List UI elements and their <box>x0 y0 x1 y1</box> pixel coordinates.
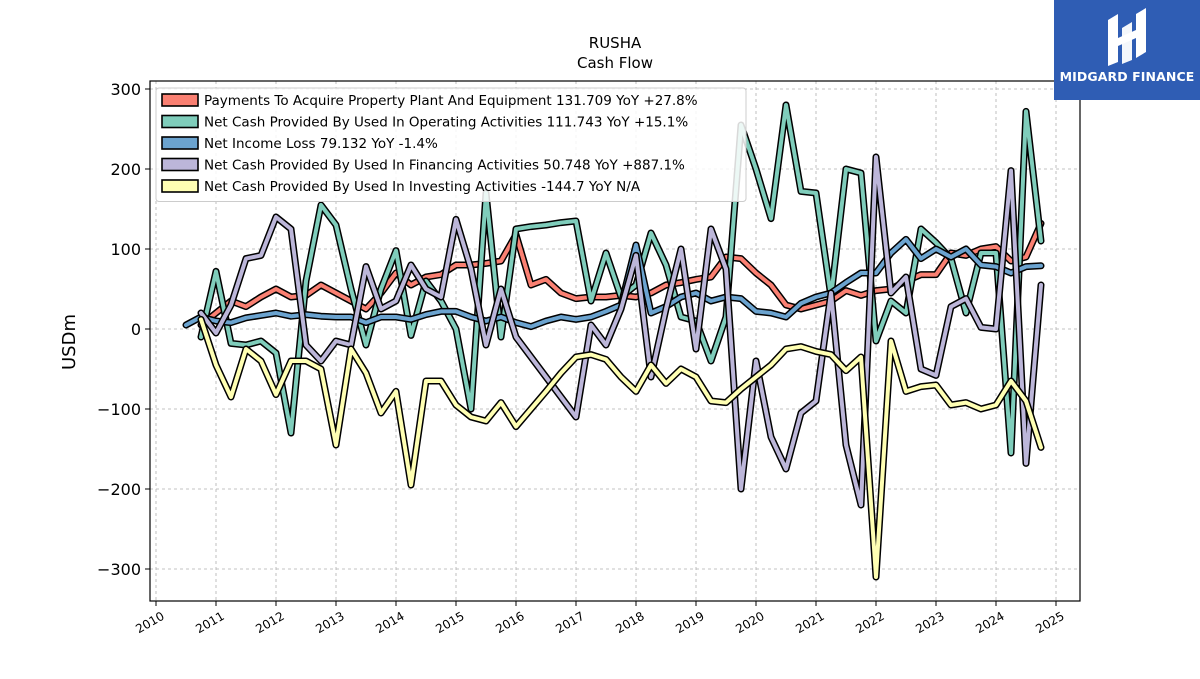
legend-swatch-1 <box>161 114 199 129</box>
y-tick-label: −100 <box>97 400 141 419</box>
legend-swatch-3 <box>161 157 199 172</box>
y-tick-label: 300 <box>110 80 141 99</box>
y-tick-label: −300 <box>97 560 141 579</box>
brand-logo: MIDGARD FINANCE <box>1054 0 1200 100</box>
legend-label-4: Net Cash Provided By Used In Investing A… <box>204 179 641 195</box>
series-line-2 <box>184 237 1043 329</box>
y-tick-label: 0 <box>131 320 141 339</box>
legend: Payments To Acquire Property Plant And E… <box>155 87 747 202</box>
chart-title: RUSHA <box>589 34 642 52</box>
y-axis-label: USDm <box>59 314 80 370</box>
legend-swatch-0 <box>161 93 199 107</box>
legend-label-0: Payments To Acquire Property Plant And E… <box>204 93 698 109</box>
brand-name: MIDGARD FINANCE <box>1059 69 1195 84</box>
series-line-3 <box>199 155 1043 507</box>
legend-label-2: Net Income Loss 79.132 YoY -1.4% <box>204 136 438 152</box>
series-lines <box>182 101 1045 581</box>
plot-frame <box>149 80 1081 602</box>
y-tick-label: 200 <box>110 160 141 179</box>
y-tick-label: 100 <box>110 240 141 259</box>
chart-subtitle: Cash Flow <box>577 54 653 72</box>
legend-swatch-4 <box>161 179 199 193</box>
legend-label-1: Net Cash Provided By Used In Operating A… <box>204 115 688 131</box>
legend-box <box>155 87 747 202</box>
midgard-logo-icon <box>1108 8 1146 66</box>
y-tick-label: −200 <box>97 480 141 499</box>
series-line-4 <box>199 317 1043 579</box>
legend-label-3: Net Cash Provided By Used In Financing A… <box>204 158 685 174</box>
legend-swatch-2 <box>161 136 199 150</box>
